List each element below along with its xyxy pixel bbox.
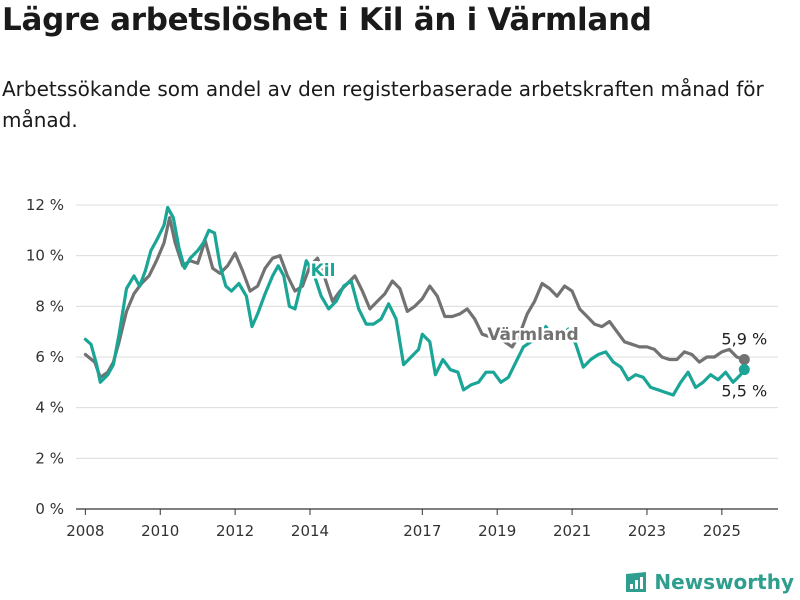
chart-subtitle: Arbetssökande som andel av den registerb…	[2, 77, 764, 132]
x-tick-label: 2019	[478, 522, 516, 540]
end-point-värmland	[738, 354, 750, 366]
chart-title: Lägre arbetslöshet i Kil än i Värmland	[2, 2, 652, 38]
x-tick-label: 2010	[141, 522, 179, 540]
x-tick-label: 2008	[66, 522, 104, 540]
series-line-kil	[83, 205, 746, 397]
x-tick-label: 2023	[628, 522, 666, 540]
newsworthy-logo-icon	[626, 572, 647, 592]
x-tick-label: 2017	[403, 522, 441, 540]
newsworthy-brand: Newsworthy	[624, 570, 794, 594]
x-tick-label: 2014	[291, 522, 329, 540]
y-tick-label: 6 %	[35, 348, 64, 366]
y-tick-label: 4 %	[35, 399, 64, 417]
end-value-label: 5,9 %	[721, 330, 767, 349]
y-tick-label: 0 %	[35, 500, 64, 518]
end-point-kil	[738, 364, 750, 376]
series-label-värmland: Värmland	[487, 325, 578, 345]
end-value-label: 5,5 %	[721, 382, 767, 401]
y-tick-label: 12 %	[26, 196, 64, 214]
y-tick-label: 10 %	[26, 247, 64, 265]
series-label-kil: Kil	[311, 261, 336, 281]
y-tick-label: 8 %	[35, 297, 64, 315]
y-tick-label: 2 %	[35, 449, 64, 467]
x-tick-label: 2025	[703, 522, 741, 540]
brand-name: Newsworthy	[654, 570, 794, 594]
x-tick-label: 2012	[216, 522, 254, 540]
x-tick-label: 2021	[553, 522, 591, 540]
